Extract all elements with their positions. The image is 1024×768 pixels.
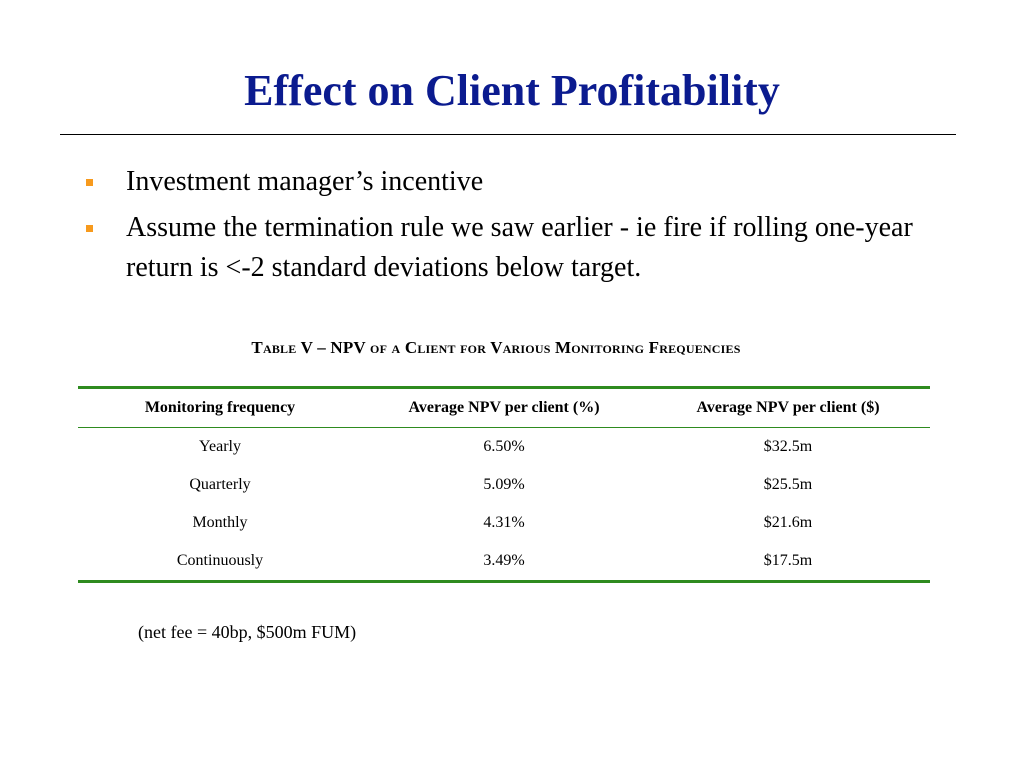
table-cell: $25.5m — [763, 476, 813, 493]
slide-title: Effect on Client Profitability — [244, 66, 780, 115]
table-cell: 6.50% — [483, 438, 525, 455]
header-npv-percent: Average NPV per client (%) — [408, 399, 600, 416]
bullet-item: Assume the termination rule we saw earli… — [86, 208, 956, 288]
title-divider — [60, 134, 956, 135]
table-row: Monthly 4.31% $21.6m — [78, 504, 930, 542]
table-cell: 5.09% — [483, 476, 525, 493]
square-bullet-icon — [86, 179, 93, 186]
table-cell: Quarterly — [189, 476, 251, 493]
table-cell: Yearly — [199, 438, 241, 455]
table-cell: Monthly — [192, 514, 248, 531]
table-cell: $32.5m — [763, 438, 813, 455]
bullet-list: Investment manager’s incentive Assume th… — [86, 162, 956, 294]
table-row: Quarterly 5.09% $25.5m — [78, 466, 930, 504]
footnote: (net fee = 40bp, $500m FUM) — [138, 622, 357, 642]
square-bullet-icon — [86, 225, 93, 232]
table-cell: 4.31% — [483, 514, 525, 531]
table-header-row: Monitoring frequency Average NPV per cli… — [78, 387, 930, 428]
bullet-text: Assume the termination rule we saw earli… — [126, 212, 913, 283]
table-cell: $21.6m — [763, 514, 813, 531]
bullet-text: Investment manager’s incentive — [126, 166, 484, 197]
bullet-item: Investment manager’s incentive — [86, 162, 956, 202]
table-cell: 3.49% — [483, 552, 525, 569]
table-caption: Table V – NPV of a Client for Various Mo… — [251, 338, 741, 357]
table-cell: $17.5m — [763, 552, 813, 569]
header-npv-dollars: Average NPV per client ($) — [696, 399, 880, 416]
header-monitoring-frequency: Monitoring frequency — [144, 399, 296, 416]
table-row: Continuously 3.49% $17.5m — [78, 542, 930, 582]
table-row: Yearly 6.50% $32.5m — [78, 428, 930, 467]
npv-table: Monitoring frequency Average NPV per cli… — [78, 386, 930, 583]
table-cell: Continuously — [176, 552, 264, 569]
